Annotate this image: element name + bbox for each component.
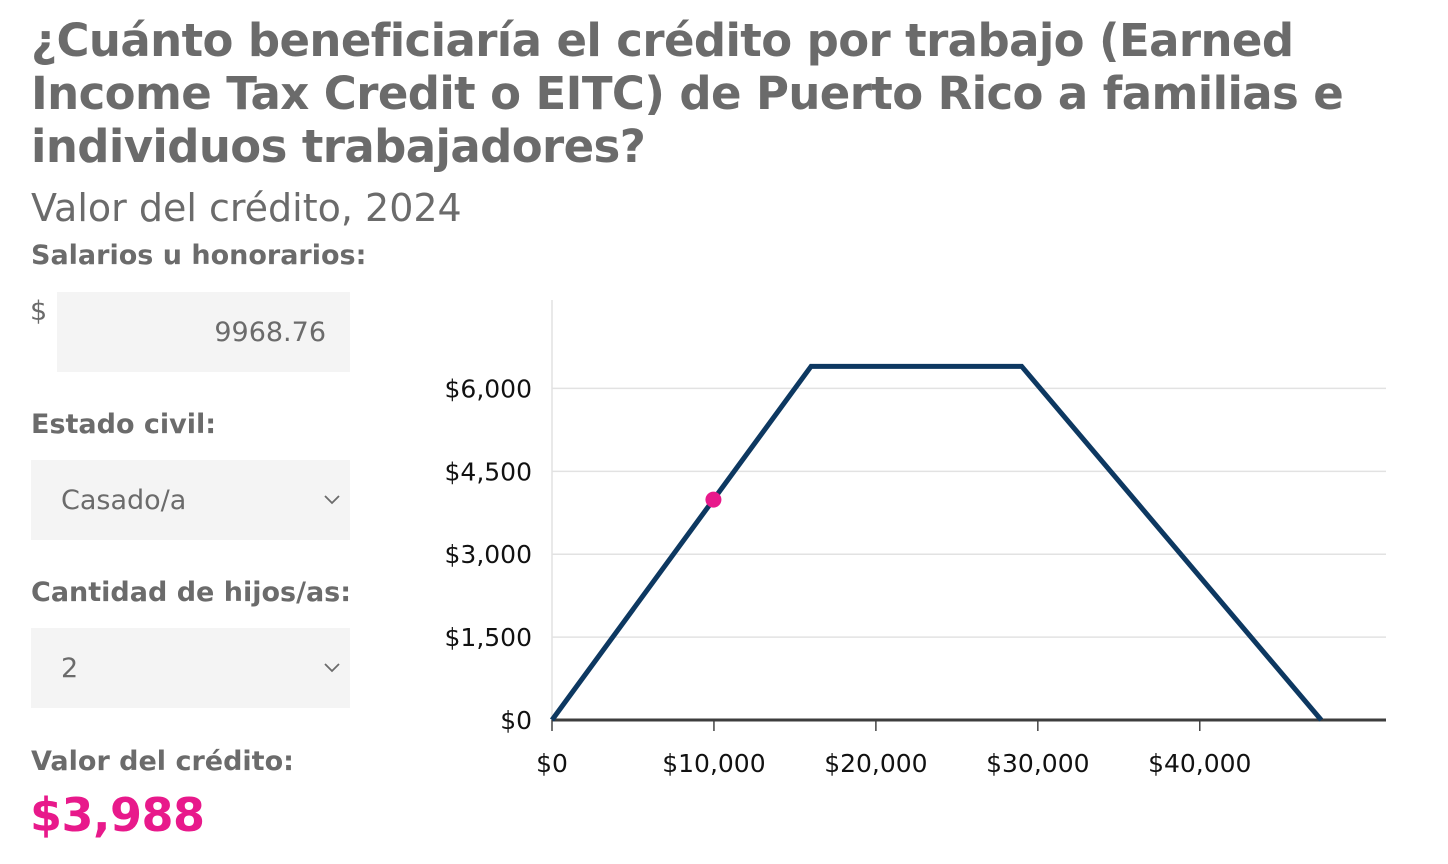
- y-tick-label: $0: [500, 706, 532, 735]
- wage-input[interactable]: [57, 292, 350, 372]
- x-tick-label: $10,000: [662, 749, 765, 778]
- children-select[interactable]: 2: [31, 628, 350, 708]
- status-select-value: Casado/a: [61, 484, 187, 516]
- credit-value: $3,988: [30, 788, 205, 842]
- credit-label: Valor del crédito:: [31, 746, 294, 777]
- wage-label: Salarios u honorarios:: [31, 240, 367, 271]
- chevron-down-icon: [324, 495, 340, 505]
- y-tick-label: $1,500: [445, 623, 532, 652]
- credit-line: [549, 363, 1324, 722]
- status-select[interactable]: Casado/a: [31, 460, 350, 540]
- children-label: Cantidad de hijos/as:: [31, 577, 352, 608]
- status-label: Estado civil:: [31, 409, 217, 440]
- chevron-down-icon: [324, 663, 340, 673]
- chart-subtitle: Valor del crédito, 2024: [31, 186, 462, 230]
- y-tick-label: $6,000: [445, 374, 532, 403]
- current-value-marker: [705, 491, 722, 508]
- chart-title: ¿Cuánto beneficiaría el crédito por trab…: [31, 14, 1344, 173]
- children-select-value: 2: [61, 652, 79, 684]
- x-tick-label: $40,000: [1148, 749, 1251, 778]
- y-tick-label: $4,500: [445, 457, 532, 486]
- x-tick-label: $30,000: [986, 749, 1089, 778]
- x-tick-label: $0: [536, 749, 568, 778]
- x-tick-label: $20,000: [824, 749, 927, 778]
- y-tick-label: $3,000: [445, 540, 532, 569]
- currency-symbol: $: [30, 296, 48, 327]
